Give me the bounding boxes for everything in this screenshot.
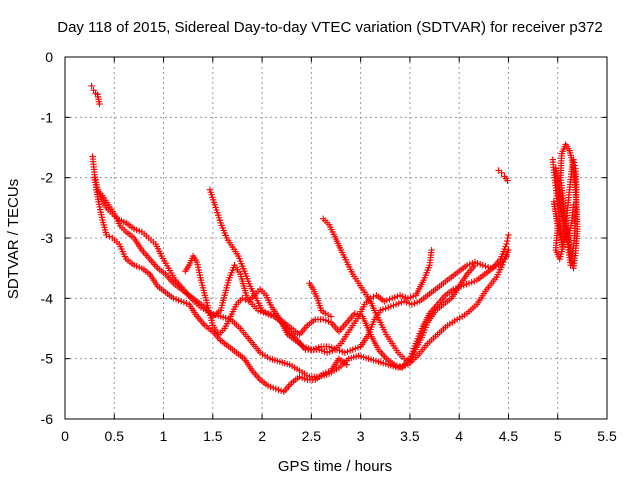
data-point xyxy=(239,295,246,302)
y-axis-title: SDTVAR / TECUs xyxy=(5,179,22,299)
data-point xyxy=(96,100,103,108)
chart-title: Day 118 of 2015, Sidereal Day-to-day VTE… xyxy=(57,19,603,36)
data-point xyxy=(261,308,269,316)
series-late-short xyxy=(495,167,511,184)
y-tick-label: -6 xyxy=(41,411,54,427)
data-point xyxy=(324,311,332,319)
x-tick-label: 1 xyxy=(160,428,168,444)
x-tick-label: 4.5 xyxy=(499,428,519,444)
x-tick-labels: 0 0.5 1 1.5 2 2.5 3 3.5 4 4.5 5 5.5 xyxy=(61,428,617,444)
data-point xyxy=(504,234,511,242)
data-point xyxy=(321,310,329,317)
x-tick-label: 1.5 xyxy=(203,428,223,444)
y-tick-label: -5 xyxy=(41,351,54,367)
data-point xyxy=(327,313,335,320)
x-tick-label: 5.5 xyxy=(597,428,617,444)
x-tick-label: 2 xyxy=(258,428,266,444)
x-tick-label: 2.5 xyxy=(302,428,322,444)
data-point xyxy=(343,361,351,368)
data-point xyxy=(505,231,512,239)
series-late-cluster xyxy=(549,141,581,272)
data-point xyxy=(503,240,510,248)
data-point xyxy=(103,231,110,239)
x-tick-label: 5 xyxy=(554,428,562,444)
x-tick-label: 0.5 xyxy=(105,428,125,444)
data-point xyxy=(503,237,511,245)
data-point xyxy=(505,246,512,254)
series-track-e xyxy=(182,246,435,356)
data-point xyxy=(88,82,95,90)
y-tick-label: 0 xyxy=(45,49,53,65)
data-point xyxy=(498,169,505,177)
x-tick-label: 4 xyxy=(455,428,463,444)
x-tick-label: 3.5 xyxy=(400,428,420,444)
y-tick-labels: 0 -1 -2 -3 -4 -5 -6 xyxy=(41,49,54,427)
series-track-g xyxy=(306,280,335,320)
data-point xyxy=(504,177,511,184)
x-tick-label: 0 xyxy=(61,428,69,444)
data-point xyxy=(570,201,577,209)
data-point xyxy=(471,261,479,269)
y-tick-label: -4 xyxy=(41,290,54,306)
y-tick-label: -1 xyxy=(41,109,54,125)
series-early-segment xyxy=(88,82,103,108)
x-tick-label: 3 xyxy=(357,428,365,444)
data-point xyxy=(403,356,411,364)
data-point xyxy=(106,233,113,240)
y-tick-label: -3 xyxy=(41,230,54,246)
data-point xyxy=(400,355,408,362)
series-track-b xyxy=(91,174,351,396)
data-markers xyxy=(88,82,581,396)
x-axis-title: GPS time / hours xyxy=(278,458,392,475)
data-point xyxy=(258,307,266,314)
y-tick-label: -2 xyxy=(41,170,54,186)
data-point xyxy=(500,258,507,266)
data-point xyxy=(428,246,435,254)
series-track-f xyxy=(319,215,479,365)
axis-ticks xyxy=(64,56,608,420)
